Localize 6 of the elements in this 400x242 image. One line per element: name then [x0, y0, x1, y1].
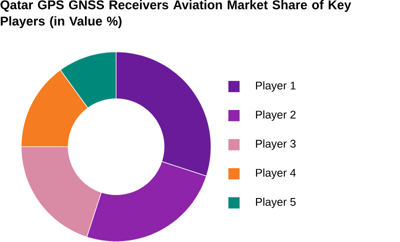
legend-label: Player 3: [256, 140, 296, 150]
legend-label: Player 5: [256, 198, 296, 208]
legend-label: Player 2: [256, 110, 296, 121]
legend-label: Player 1: [256, 81, 296, 92]
chart-title: Qatar GPS GNSS Receivers Aviation Market Share of Key Players (in Value %): [0, 0, 352, 28]
legend-label: Player 4: [256, 168, 296, 180]
